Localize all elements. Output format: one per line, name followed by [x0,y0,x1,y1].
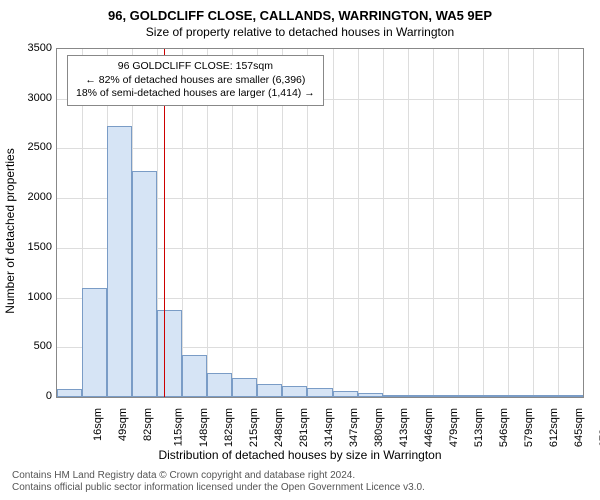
histogram-bar [132,171,157,397]
y-tick-label: 3500 [12,42,52,54]
x-tick-label: 579sqm [523,408,535,447]
annotation-line3: 18% of semi-detached houses are larger (… [76,87,315,101]
gridline-h [57,148,583,149]
gridline-v [558,49,559,397]
x-tick-label: 281sqm [298,408,310,447]
histogram-bar [358,393,383,397]
histogram-bar [433,395,458,397]
y-tick-label: 3000 [12,92,52,104]
gridline-v [533,49,534,397]
histogram-bar [207,373,232,397]
x-axis-label: Distribution of detached houses by size … [0,448,600,462]
histogram-bar [483,395,508,397]
gridline-v [408,49,409,397]
histogram-bar [333,391,358,397]
histogram-bar [533,395,558,397]
gridline-v [508,49,509,397]
x-tick-label: 546sqm [498,408,510,447]
gridline-v [358,49,359,397]
x-tick-label: 182sqm [223,408,235,447]
y-tick-label: 2500 [12,141,52,153]
x-tick-label: 148sqm [198,408,210,447]
histogram-bar [307,388,332,397]
histogram-bar [458,395,483,397]
annotation-box: 96 GOLDCLIFF CLOSE: 157sqm← 82% of detac… [67,55,324,106]
histogram-bar [57,389,82,397]
gridline-v [483,49,484,397]
histogram-bar [383,395,408,397]
gridline-v [433,49,434,397]
gridline-v [458,49,459,397]
x-tick-label: 16sqm [92,408,104,441]
x-tick-label: 82sqm [142,408,154,441]
y-tick-label: 1500 [12,241,52,253]
x-tick-label: 314sqm [323,408,335,447]
annotation-line1: 96 GOLDCLIFF CLOSE: 157sqm [76,60,315,74]
x-tick-label: 513sqm [473,408,485,447]
plot-area: 96 GOLDCLIFF CLOSE: 157sqm← 82% of detac… [56,48,584,398]
chart-title-sub: Size of property relative to detached ho… [0,23,600,45]
histogram-bar [232,378,257,397]
footer-line1: Contains HM Land Registry data © Crown c… [12,470,425,482]
y-tick-label: 500 [12,340,52,352]
x-tick-label: 215sqm [248,408,260,447]
histogram-bar [282,386,307,397]
y-tick-label: 1000 [12,291,52,303]
histogram-bar [257,384,282,397]
histogram-bar [558,395,583,397]
footer-credit: Contains HM Land Registry data © Crown c… [12,470,425,494]
x-tick-label: 49sqm [117,408,129,441]
y-tick-label: 2000 [12,191,52,203]
gridline-v [383,49,384,397]
x-tick-label: 248sqm [273,408,285,447]
x-tick-label: 645sqm [574,408,586,447]
x-tick-label: 446sqm [423,408,435,447]
histogram-bar [82,288,107,397]
x-tick-label: 479sqm [448,408,460,447]
y-axis-label: Number of detached properties [3,148,17,313]
gridline-v [333,49,334,397]
x-tick-label: 115sqm [172,408,184,446]
footer-line2: Contains official public sector informat… [12,482,425,494]
histogram-bar [157,310,182,397]
chart-container: 96, GOLDCLIFF CLOSE, CALLANDS, WARRINGTO… [0,0,600,500]
x-tick-label: 380sqm [373,408,385,447]
annotation-line2: ← 82% of detached houses are smaller (6,… [76,74,315,88]
histogram-bar [107,126,132,397]
x-tick-label: 413sqm [398,408,410,447]
histogram-bar [408,395,433,397]
chart-title-main: 96, GOLDCLIFF CLOSE, CALLANDS, WARRINGTO… [0,0,600,23]
x-tick-label: 347sqm [348,408,360,447]
histogram-bar [508,395,533,397]
x-tick-label: 612sqm [549,408,561,447]
histogram-bar [182,355,207,397]
y-tick-label: 0 [12,390,52,402]
